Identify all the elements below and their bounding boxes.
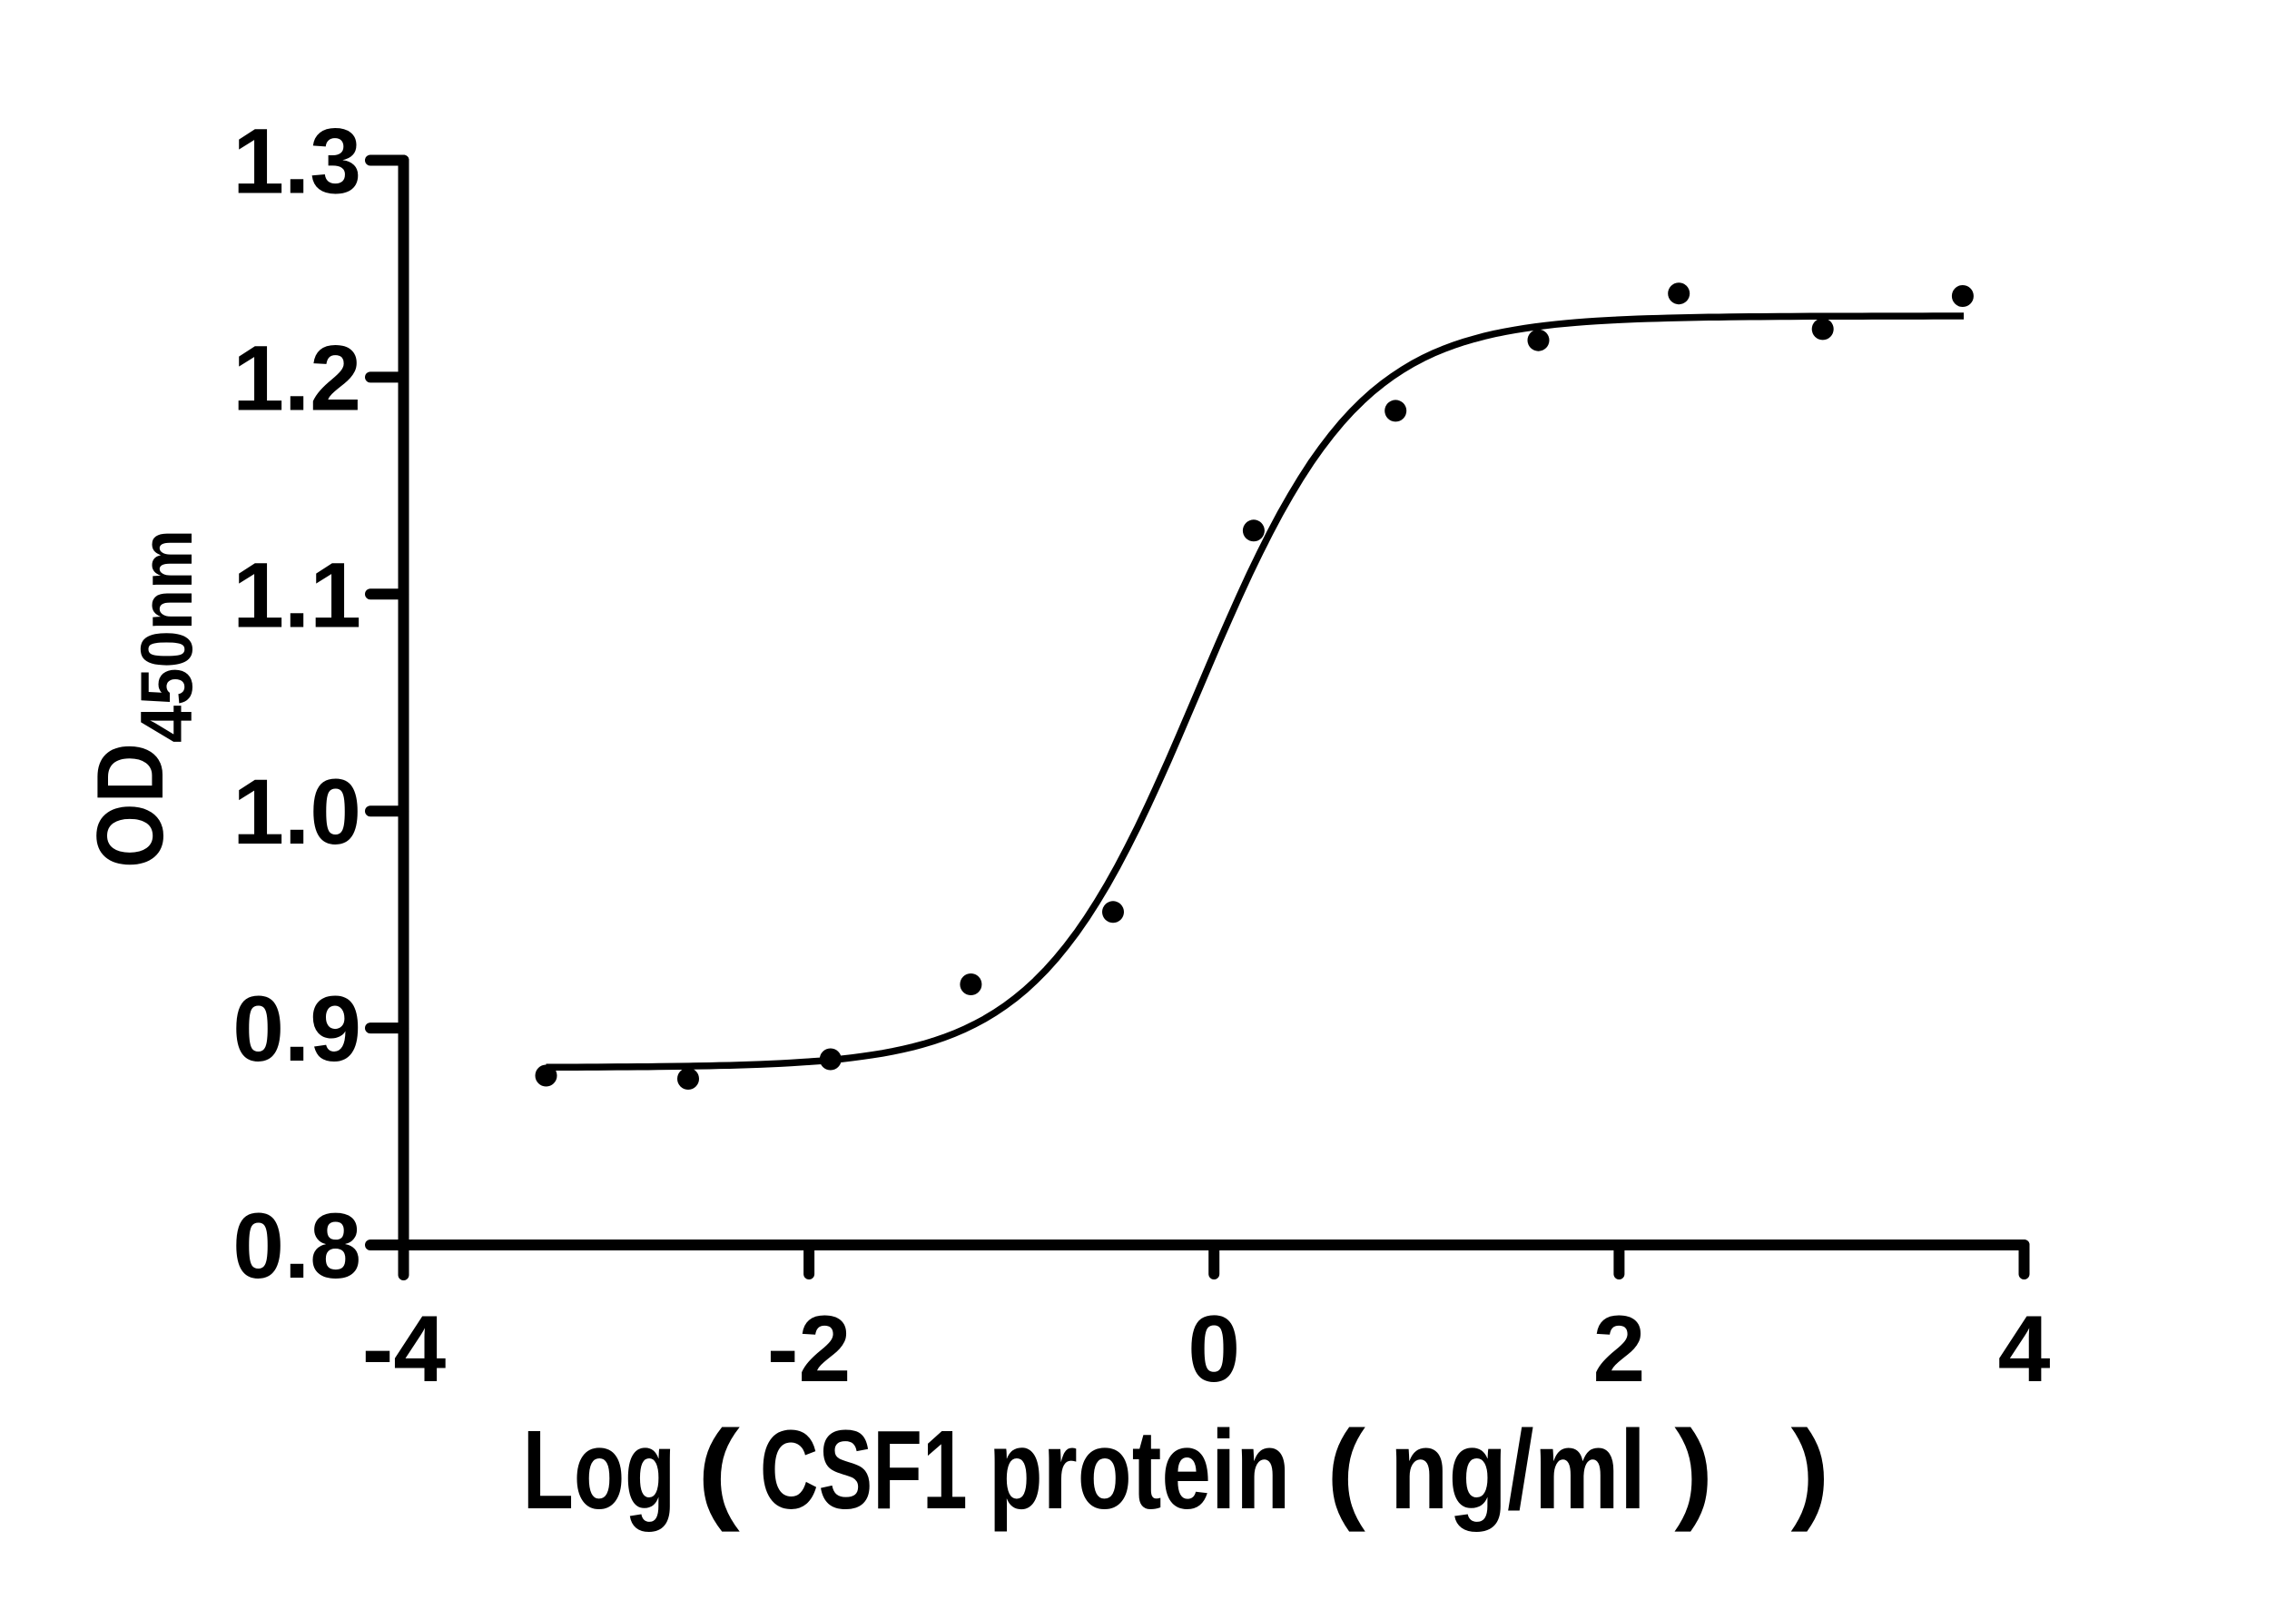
- svg-text:1.2: 1.2: [232, 326, 361, 430]
- svg-text:2: 2: [1592, 1297, 1645, 1402]
- svg-text:0.8: 0.8: [232, 1194, 361, 1298]
- svg-text:OD: OD: [78, 743, 183, 868]
- svg-text:0: 0: [1187, 1297, 1240, 1402]
- svg-text:450nm: 450nm: [126, 529, 208, 743]
- svg-text:(: (: [697, 1408, 740, 1533]
- svg-text:4: 4: [1998, 1297, 2051, 1402]
- svg-text:protein: protein: [989, 1408, 1291, 1533]
- svg-text:-2: -2: [767, 1297, 851, 1402]
- svg-text:1.3: 1.3: [232, 110, 361, 213]
- svg-text:ng/ml: ng/ml: [1390, 1408, 1646, 1533]
- svg-text:1.0: 1.0: [232, 760, 361, 864]
- svg-text:(: (: [1326, 1408, 1365, 1533]
- svg-text:0.9: 0.9: [232, 977, 361, 1081]
- svg-text:): ): [1674, 1408, 1713, 1533]
- svg-text:-4: -4: [362, 1297, 447, 1402]
- svg-text:Log: Log: [523, 1408, 676, 1533]
- svg-text:1.1: 1.1: [232, 543, 361, 647]
- svg-text:): ): [1791, 1408, 1830, 1533]
- svg-text:CSF1: CSF1: [760, 1408, 968, 1533]
